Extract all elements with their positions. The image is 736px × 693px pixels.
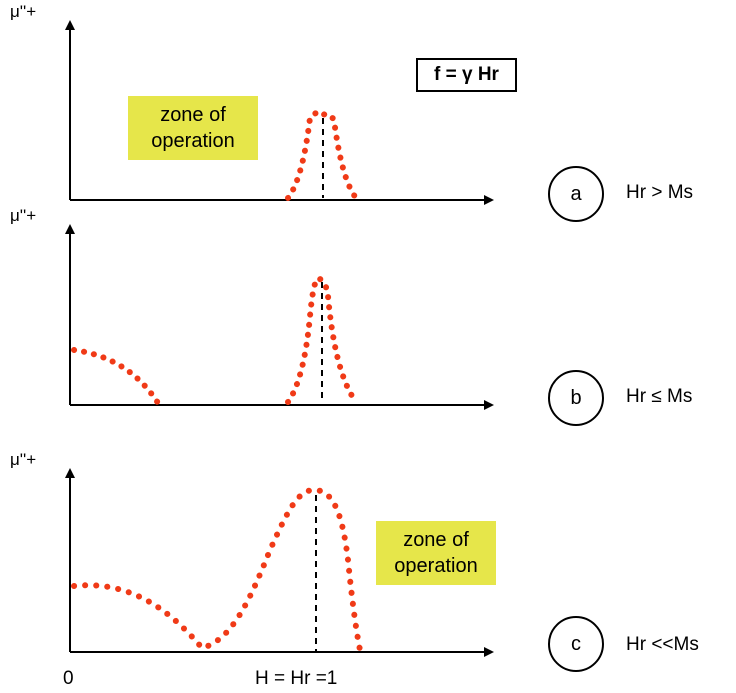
panel-a-marker: a <box>548 166 604 222</box>
panel-b-y-label: μ''+ <box>10 206 37 225</box>
panel-a-condition: Hr > Ms <box>626 182 694 203</box>
panel-a-resonance-curve <box>285 110 359 201</box>
x-axis-resonance-label: H = Hr =1 <box>255 668 338 689</box>
panel-c-marker-text: c <box>571 632 581 655</box>
panel-c-zone-of-operation: zone of operation <box>376 521 496 585</box>
x-axis-origin-label: 0 <box>63 668 74 689</box>
panel-c-broad-curve <box>71 486 363 653</box>
panel-a-marker-text: a <box>570 182 582 205</box>
panel-b-low-field-curve <box>71 347 161 406</box>
panel-c-zone-line2: operation <box>394 555 478 577</box>
panel-a-y-label: μ''+ <box>10 2 37 21</box>
panel-c-zone-line1: zone of <box>403 529 469 551</box>
panel-b-marker: b <box>548 370 604 426</box>
panel-a-zone-line1: zone of <box>160 104 226 126</box>
panel-c-y-label: μ''+ <box>10 450 37 469</box>
panel-a-zone-of-operation: zone of operation <box>128 96 258 160</box>
panel-a-zone-line2: operation <box>151 130 235 152</box>
panel-c-condition: Hr <<Ms <box>626 634 699 655</box>
panel-b-marker-text: b <box>570 386 582 409</box>
panel-b-condition: Hr ≤ Ms <box>626 386 693 407</box>
panel-b-resonance-curve <box>285 274 359 405</box>
formula-box: f = γ Hr <box>416 58 517 92</box>
panel-c-marker: c <box>548 616 604 672</box>
